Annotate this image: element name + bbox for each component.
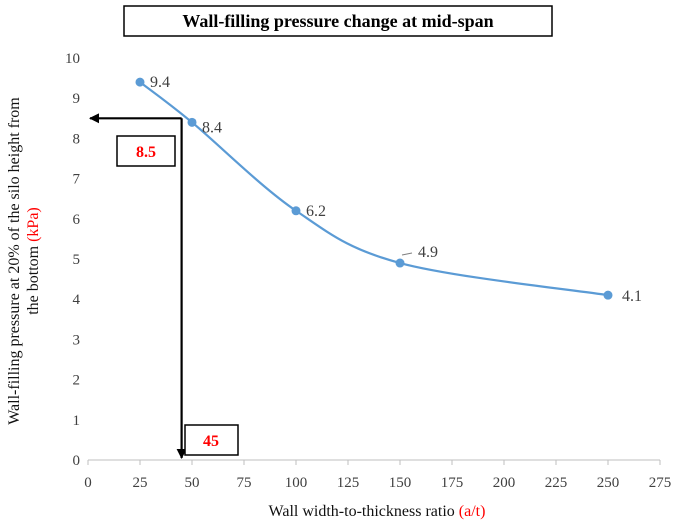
y-tick-label: 1 [73,413,81,429]
chart-title: Wall-filling pressure change at mid-span [123,5,553,37]
x-axis-title-unit: (a/t) [459,503,486,520]
data-label: 9.4 [150,74,170,91]
y-tick-label: 3 [73,332,81,348]
x-tick-label: 25 [133,475,148,491]
data-label: 8.4 [202,119,222,136]
x-tick-label: 125 [337,475,360,491]
data-point [603,290,613,300]
data-label: 4.9 [418,244,438,261]
y-tick-label: 10 [65,51,80,67]
x-tick-label: 275 [649,475,672,491]
x-axis-title-main: Wall width-to-thickness ratio [269,503,455,520]
data-point [187,117,197,127]
y-axis-title-rest: the bottom [25,245,42,314]
x-tick-label: 0 [84,475,92,491]
y-tick-label: 8 [73,131,81,147]
x-tick-label: 75 [237,475,252,491]
y-axis-title-unit: (kPa) [25,207,42,242]
x-tick-label: 225 [545,475,568,491]
y-axis-title-main: Wall-filling pressure at 20% of the silo… [6,97,23,425]
y-tick-label: 5 [73,252,81,268]
y-tick-label: 6 [73,212,81,228]
annotations: 8.5 45 [89,113,239,459]
x-axis-title: Wall width-to-thickness ratio (a/t) [269,503,486,520]
x-tick-label: 175 [441,475,464,491]
data-point [395,258,405,268]
x-tick-label: 200 [493,475,516,491]
y-tick-label: 4 [73,292,81,308]
x-tick-label: 100 [285,475,308,491]
y-tick-label: 9 [73,91,81,107]
axes: 0 25 50 75 100 125 150 175 200 225 250 275012345678… [65,51,671,491]
y-value-callout-text: 8.5 [136,144,156,161]
data-label-leader [401,252,413,256]
series-line [139,81,609,297]
y-value-callout-box [116,135,176,167]
x-value-callout-text: 45 [203,433,219,450]
x-value-callout-box [184,424,239,456]
y-tick-label: 2 [73,373,81,389]
series-wall-filling-pressure: 9.4 8.4 6.2 4.9 4.1 [135,74,642,305]
y-tick-label: 0 [73,453,81,469]
x-tick-label: 50 [185,475,200,491]
y-axis-title-line1: Wall-filling pressure at 20% of the silo… [6,97,23,425]
x-tick-label: 150 [389,475,412,491]
data-label: 6.2 [306,203,326,220]
data-label: 4.1 [622,288,642,305]
data-point [291,206,301,216]
x-tick-label: 250 [597,475,620,491]
y-axis-title-line2: the bottom (kPa) [25,207,42,315]
chart-title-text: Wall-filling pressure change at mid-span [182,11,493,31]
y-tick-label: 7 [73,172,81,188]
data-point [135,77,145,87]
